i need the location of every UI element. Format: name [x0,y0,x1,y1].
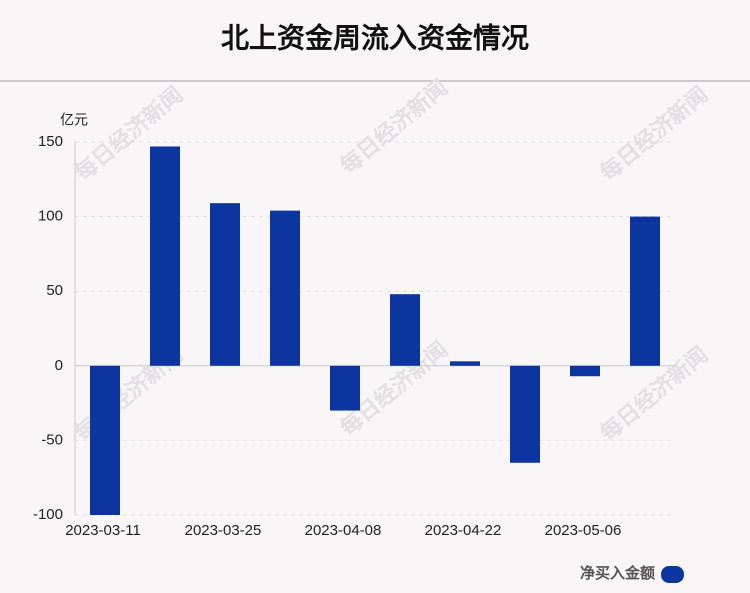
x-tick-label: 2023-04-22 [425,522,502,539]
y-tick-label: 50 [46,282,63,299]
x-tick-label: 2023-03-11 [65,522,141,539]
y-tick-label: 100 [38,208,63,225]
x-tick-label: 2023-05-06 [545,522,622,539]
y-tick-label: -100 [33,506,63,523]
bar [270,210,300,366]
chart-title: 北上资金周流入资金情况 [221,21,529,53]
bar [510,365,540,463]
legend-swatch [661,566,684,583]
bar [630,216,660,366]
y-axis-label: 亿元 [60,112,88,128]
x-tick-label: 2023-03-25 [185,522,262,539]
legend-label: 净买入金额 [580,564,655,582]
bar [330,365,360,411]
bar [90,365,120,515]
bar [450,361,480,366]
bar [150,146,180,366]
bar [390,294,420,366]
bar [570,365,600,377]
y-tick-label: 150 [38,133,63,150]
y-tick-label: -50 [41,431,63,448]
y-tick-label: 0 [55,357,63,374]
bar [210,203,240,366]
x-tick-label: 2023-04-08 [305,522,382,539]
